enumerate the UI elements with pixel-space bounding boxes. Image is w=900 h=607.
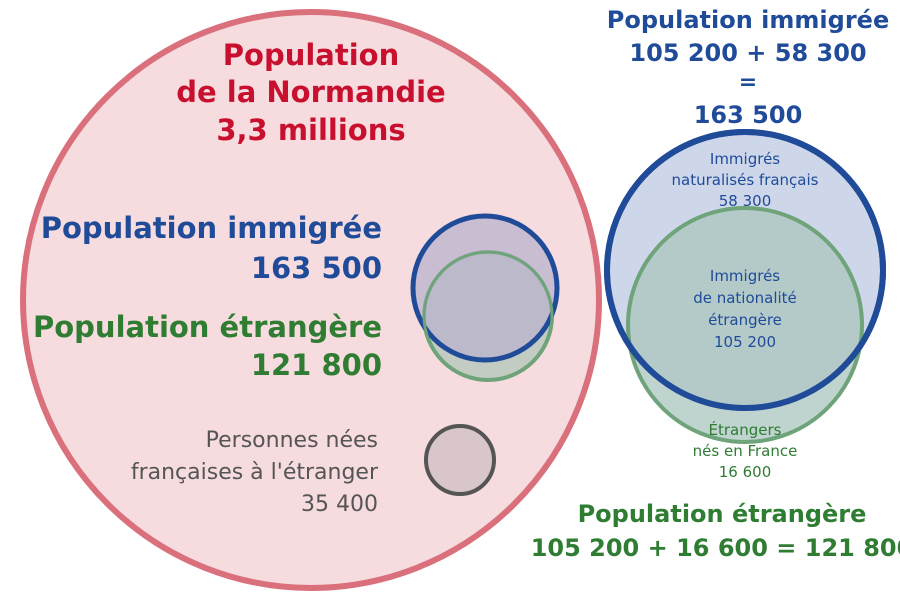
etrangers-nes-france-line1: Étrangers (708, 421, 782, 439)
right-etrangere-formula: 105 200 + 16 600 = 121 800 (530, 534, 900, 562)
right-etrangere-circle (626, 206, 864, 444)
left-immigree-label: Population immigrée (40, 211, 382, 245)
left-etrangere-label: Population étrangère (32, 310, 382, 344)
naturalises-value: 58 300 (718, 192, 772, 210)
normandie-value: 3,3 millions (216, 113, 406, 147)
normandie-title-line1: Population (222, 38, 400, 72)
right-etrangere-label: Population étrangère (577, 500, 867, 528)
right-immigree-total: 163 500 (693, 101, 803, 129)
etrangers-nes-france-line2: nés en France (692, 442, 798, 460)
left-etrangere-outline (422, 250, 554, 382)
francais-etranger-circle (424, 424, 496, 496)
etrangers-nes-france-value: 16 600 (718, 463, 772, 481)
right-immigree-equals: = (738, 70, 758, 95)
left-immigree-circle (410, 213, 560, 363)
naturalises-line1: Immigrés (709, 150, 781, 168)
normandie-title-line2: de la Normandie (176, 75, 446, 109)
immigres-etrangers-line3: étrangère (708, 311, 782, 329)
immigres-etrangers-value: 105 200 (713, 333, 777, 351)
right-immigree-outline (604, 129, 886, 411)
francais-etranger-line1: Personnes nées (205, 428, 378, 453)
immigres-etrangers-line1: Immigrés (709, 267, 781, 285)
right-immigree-label: Population immigrée (606, 6, 890, 34)
right-immigree-formula: 105 200 + 58 300 (629, 39, 867, 67)
francais-etranger-line2: françaises à l'étranger (130, 460, 378, 485)
immigres-etrangers-line2: de nationalité (693, 289, 797, 307)
francais-etranger-value: 35 400 (301, 492, 378, 517)
naturalises-line2: naturalisés français (671, 171, 819, 189)
left-etrangere-value: 121 800 (250, 348, 382, 382)
left-immigree-value: 163 500 (250, 251, 382, 285)
